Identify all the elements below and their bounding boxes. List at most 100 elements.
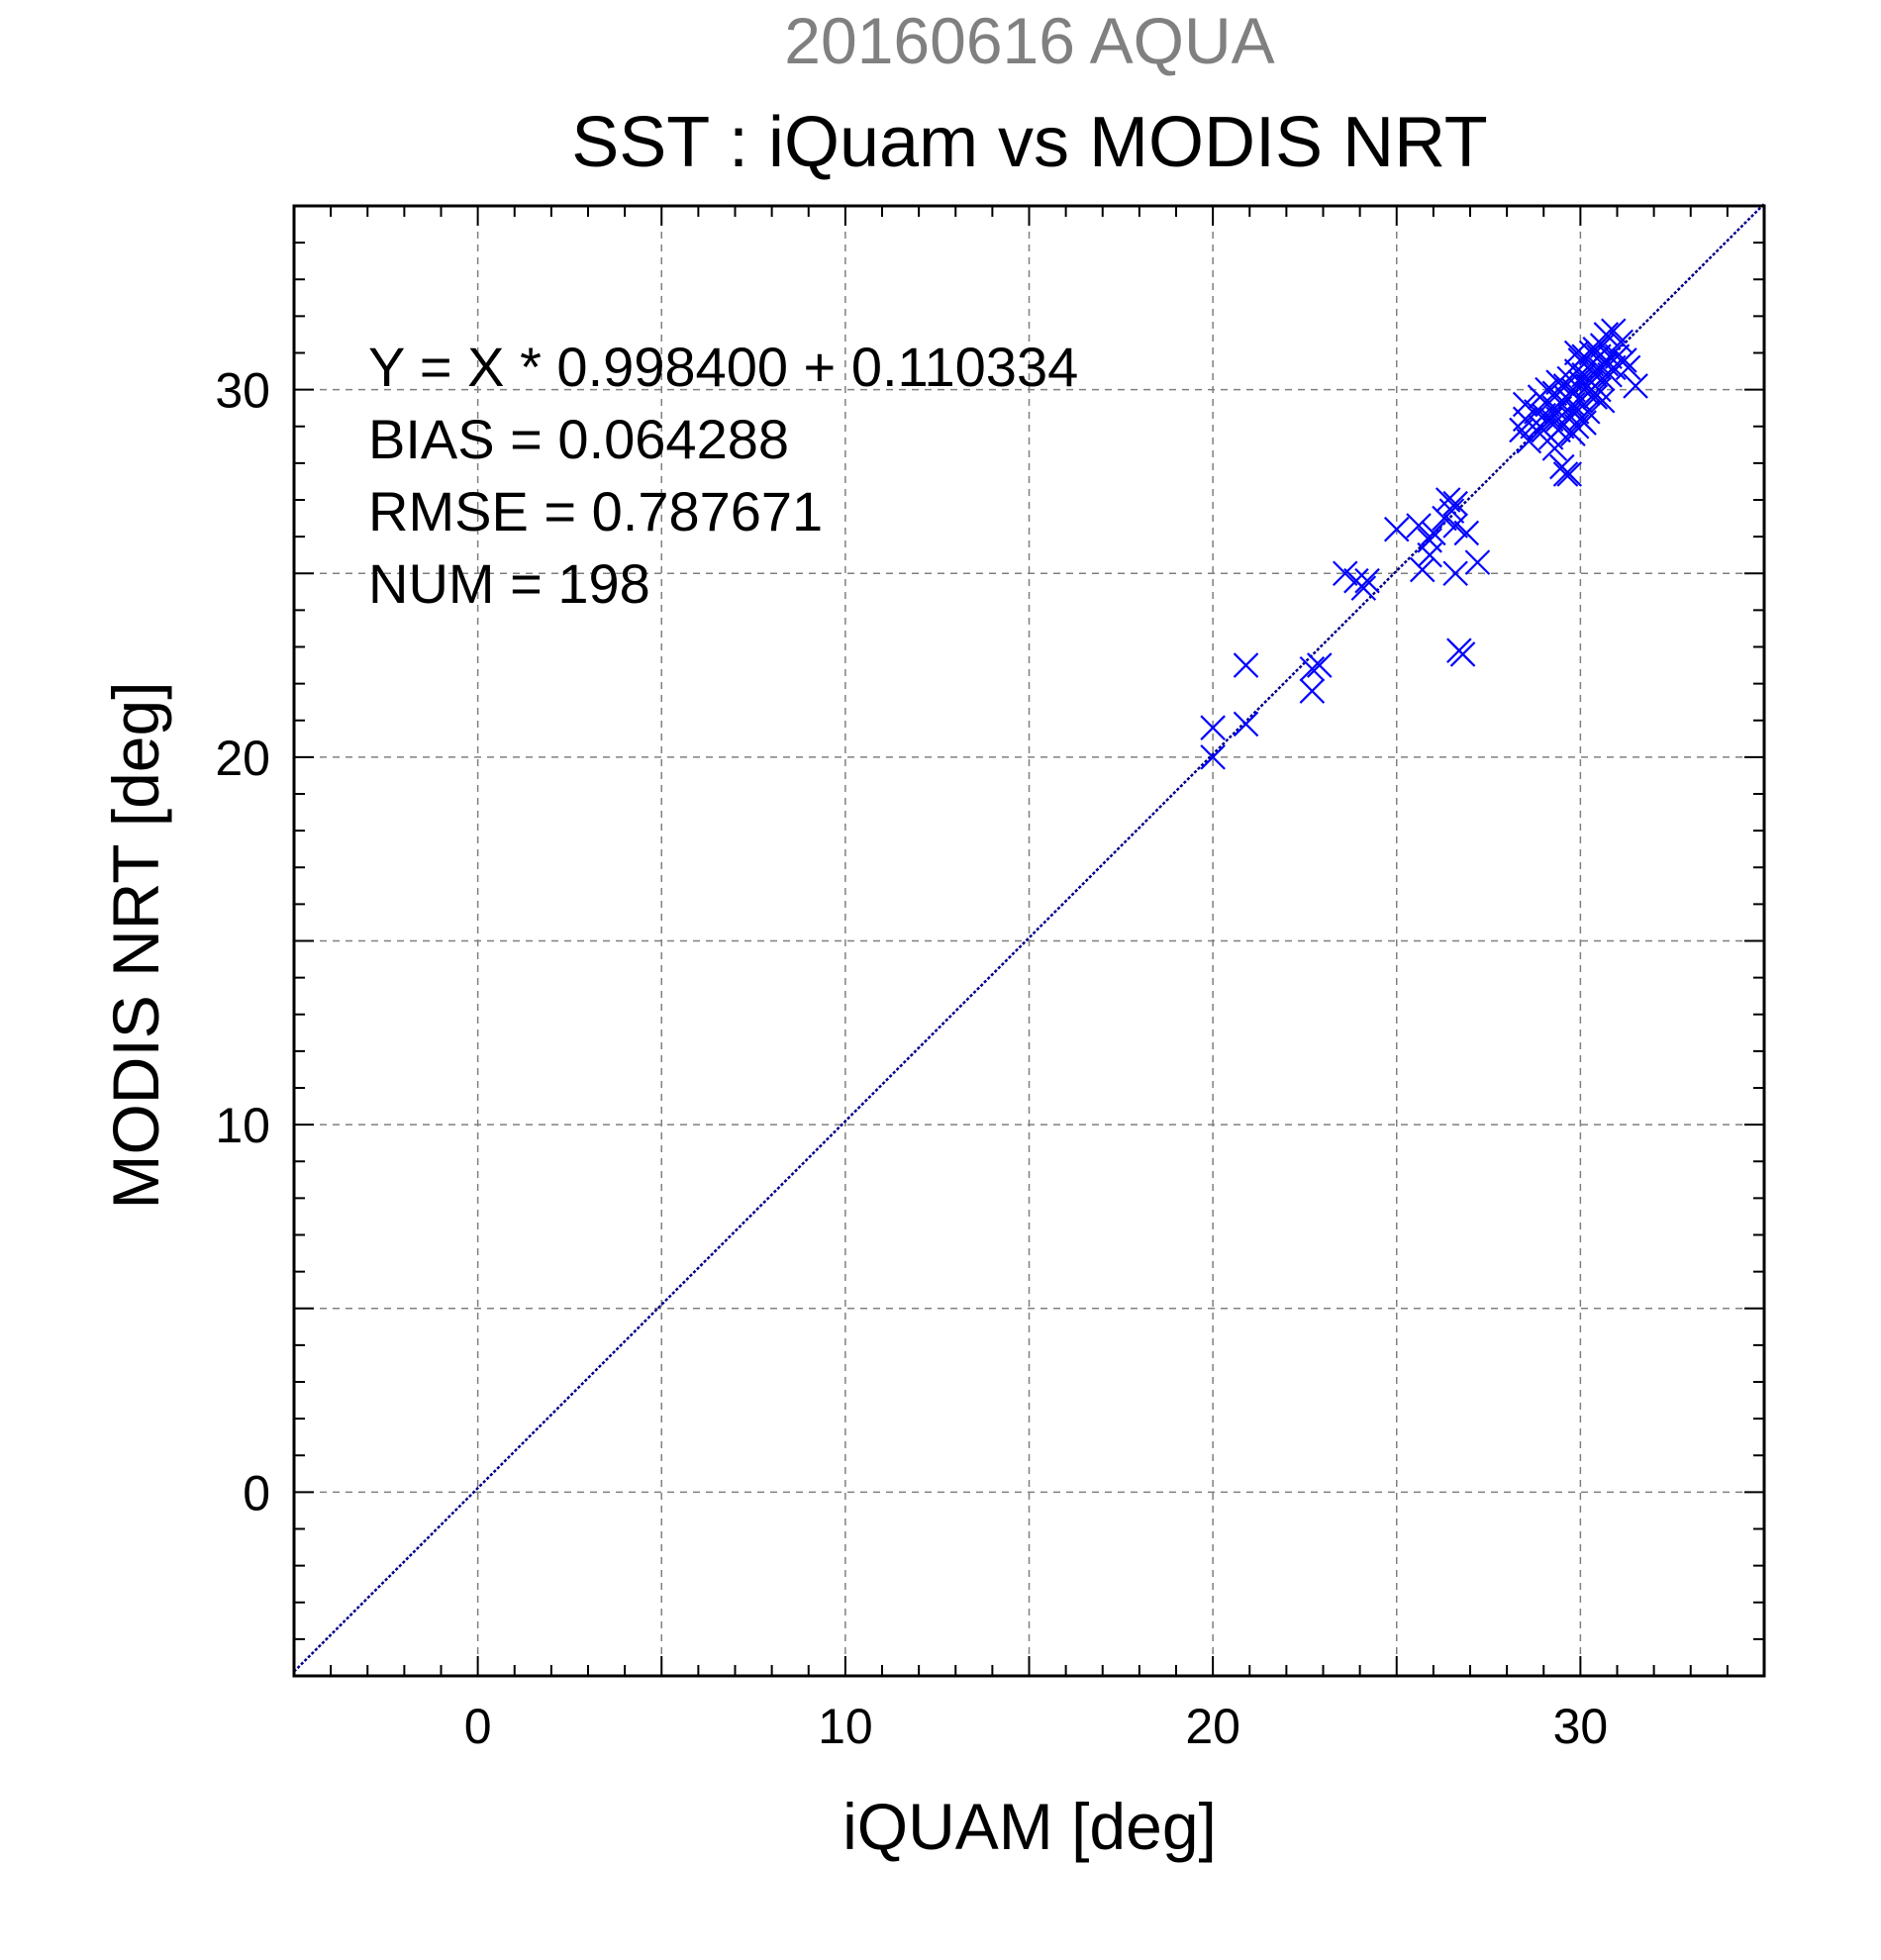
data-point [1556, 461, 1583, 487]
data-point [1552, 461, 1579, 487]
data-point [1200, 715, 1226, 740]
data-point-stroke [1442, 560, 1468, 587]
data-point-stroke [1593, 350, 1620, 377]
y-tick-labels: 0 10 20 30 [215, 363, 270, 1521]
data-point-stroke [1417, 541, 1442, 568]
data-point-stroke [1567, 369, 1594, 395]
data-point-stroke [1299, 678, 1326, 704]
data-point-stroke [1233, 711, 1259, 737]
fit-equation-label: Y = X * 0.998400 + 0.110334 [368, 336, 1078, 398]
data-point [1299, 678, 1326, 704]
data-point [1612, 347, 1637, 373]
x-tick-label: 0 [464, 1699, 492, 1754]
data-point [1350, 575, 1377, 601]
data-point-stroke [1556, 461, 1583, 487]
data-point-stroke [1589, 387, 1616, 414]
data-point [1383, 516, 1410, 542]
bias-label: BIAS = 0.064288 [368, 408, 789, 470]
data-point-stroke [1409, 556, 1436, 583]
data-point-stroke [1601, 318, 1627, 344]
y-tick-label: 10 [215, 1098, 270, 1153]
data-point-stroke [1516, 428, 1542, 454]
data-point-stroke [1299, 655, 1326, 682]
data-point-stroke [1350, 575, 1377, 601]
data-point [1307, 652, 1333, 678]
count-label: NUM = 198 [368, 552, 650, 615]
data-point [1567, 406, 1594, 433]
data-point [1233, 711, 1259, 737]
data-point-stroke [1593, 322, 1620, 347]
data-point [1299, 655, 1326, 682]
data-point-stroke [1567, 406, 1594, 433]
data-point-stroke [1442, 513, 1468, 539]
data-point [1601, 318, 1627, 344]
data-point [1560, 380, 1586, 407]
data-point [1582, 384, 1609, 410]
data-point-stroke [1623, 373, 1648, 399]
y-tick-label: 20 [215, 731, 270, 786]
data-point [1563, 340, 1590, 366]
y-tick-label: 0 [243, 1465, 270, 1520]
data-point-stroke [1541, 436, 1568, 461]
data-point [1575, 373, 1601, 399]
chart-title: SST : iQuam vs MODIS NRT [571, 103, 1488, 182]
data-point [1512, 391, 1538, 418]
data-point [1442, 490, 1468, 517]
data-point [1354, 567, 1380, 594]
chart-subtitle: 20160616 AQUA [784, 4, 1274, 77]
data-point-stroke [1464, 549, 1491, 575]
data-point-stroke [1421, 520, 1446, 546]
data-point-stroke [1383, 516, 1410, 542]
data-point-stroke [1534, 376, 1560, 403]
x-tick-label: 20 [1185, 1699, 1240, 1754]
data-point [1623, 373, 1648, 399]
data-point [1442, 560, 1468, 587]
data-point [1438, 498, 1465, 524]
x-tick-label: 30 [1553, 1699, 1609, 1754]
data-point-stroke [1200, 715, 1226, 740]
data-point [1200, 744, 1226, 770]
data-point-stroke [1563, 340, 1590, 366]
data-point [1453, 520, 1480, 546]
y-axis-label: MODIS NRT [deg] [99, 681, 172, 1209]
x-axis-label: iQUAM [deg] [842, 1790, 1217, 1863]
data-point-stroke [1597, 343, 1623, 369]
rmse-label: RMSE = 0.787671 [368, 480, 823, 542]
data-point [1516, 428, 1542, 454]
data-point [1545, 417, 1571, 443]
data-point [1563, 413, 1590, 440]
data-point-stroke [1332, 560, 1358, 587]
x-tick-labels: 0 10 20 30 [464, 1699, 1608, 1754]
data-point-stroke [1406, 513, 1432, 539]
data-point-stroke [1200, 744, 1226, 770]
data-point [1332, 560, 1358, 587]
data-point [1417, 528, 1442, 553]
data-point-stroke [1233, 652, 1259, 678]
data-point [1421, 520, 1446, 546]
y-tick-label: 30 [215, 363, 270, 419]
data-point [1233, 652, 1259, 678]
x-tick-label: 10 [818, 1699, 873, 1754]
data-point-stroke [1560, 380, 1586, 407]
data-point-stroke [1552, 461, 1579, 487]
data-point [1464, 549, 1491, 575]
data-point [1446, 637, 1472, 663]
plot-frame [292, 204, 1766, 1678]
grid [294, 206, 1764, 1676]
data-point-stroke [1575, 373, 1601, 399]
data-point-stroke [1442, 490, 1468, 517]
data-point-stroke [1563, 413, 1590, 440]
data-point [1406, 513, 1432, 539]
data-point-stroke [1354, 567, 1380, 594]
data-point-stroke [1615, 354, 1641, 381]
data-point-stroke [1545, 417, 1571, 443]
data-point-stroke [1582, 384, 1609, 410]
data-points [1200, 318, 1648, 770]
data-point [1593, 322, 1620, 347]
data-point-stroke [1453, 520, 1480, 546]
data-point-stroke [1612, 347, 1637, 373]
data-point-stroke [1512, 391, 1538, 418]
data-point [1442, 513, 1468, 539]
